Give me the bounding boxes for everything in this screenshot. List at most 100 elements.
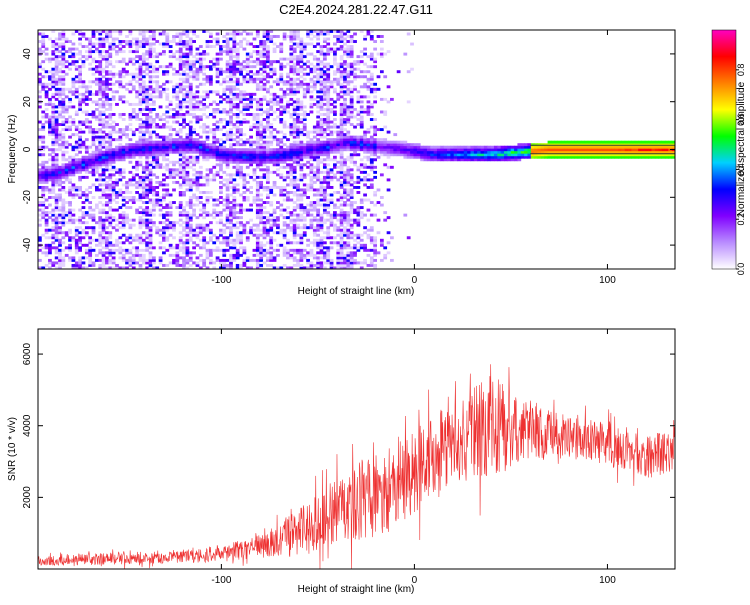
heatmap-cell — [242, 97, 247, 101]
heatmap-cell — [74, 263, 79, 267]
heatmap-cell — [58, 77, 62, 81]
heatmap-cell — [319, 105, 324, 109]
heatmap-cell — [198, 107, 203, 111]
heatmap-cell — [195, 47, 200, 51]
heatmap-cell — [141, 120, 146, 124]
heatmap-cell — [78, 67, 82, 71]
heatmap-cell — [38, 153, 42, 157]
heatmap-cell — [98, 97, 103, 101]
heatmap-cell — [329, 201, 334, 204]
heatmap-cell — [296, 153, 300, 157]
heatmap-cell — [108, 45, 113, 49]
heatmap-cell — [192, 155, 196, 159]
heatmap-cell — [172, 201, 176, 204]
heatmap-cell — [125, 35, 129, 38]
heatmap-cell — [185, 143, 190, 147]
heatmap-cell — [235, 67, 240, 71]
heatmap-cell — [182, 77, 186, 81]
heatmap-cell — [322, 191, 327, 194]
heatmap-cell — [105, 256, 109, 260]
heatmap-cell — [296, 140, 300, 144]
heatmap-cell — [262, 226, 267, 230]
heatmap-cell — [219, 128, 223, 132]
heatmap-cell — [242, 102, 247, 106]
heatmap-cell — [289, 92, 294, 96]
heatmap-cell — [58, 148, 62, 152]
heatmap-cell — [148, 178, 153, 182]
heatmap-cell — [58, 133, 62, 137]
heatmap-cell — [125, 248, 129, 252]
heatmap-cell — [316, 153, 321, 157]
heatmap-cell — [269, 37, 274, 41]
heatmap-cell — [108, 208, 113, 212]
heatmap-cell — [312, 85, 317, 89]
heatmap-cell — [141, 40, 146, 43]
heatmap-cell — [74, 67, 79, 71]
heatmap-cell — [242, 92, 247, 96]
heatmap-cell — [289, 253, 294, 257]
heatmap-cell — [98, 128, 103, 132]
heatmap-cell — [322, 170, 327, 174]
heatmap-cell — [306, 82, 310, 86]
heatmap-cell — [121, 233, 126, 237]
heatmap-cell — [54, 203, 59, 207]
heatmap-cell — [182, 148, 186, 152]
heatmap-cell — [121, 256, 126, 260]
heatmap-cell — [115, 238, 119, 242]
heatmap-cell — [78, 170, 82, 174]
heatmap-cell — [282, 148, 287, 152]
heatmap-cell — [182, 105, 186, 109]
heatmap-cell — [262, 42, 267, 46]
heatmap-cell — [249, 128, 253, 132]
heatmap-cell — [101, 173, 106, 177]
heatmap-cell — [265, 180, 270, 184]
heatmap-cell — [54, 208, 59, 212]
heatmap-cell — [229, 90, 233, 94]
heatmap-cell — [155, 75, 160, 79]
heatmap-cell — [141, 256, 146, 260]
heatmap-cell — [138, 258, 143, 262]
heatmap-cell — [128, 226, 133, 230]
heatmap-cell — [302, 223, 307, 227]
heatmap-cell — [306, 85, 310, 89]
heatmap-cell — [195, 138, 200, 142]
heatmap-cell — [269, 201, 274, 204]
heatmap-cell — [343, 102, 347, 106]
heatmap-cell — [346, 143, 351, 147]
heatmap-cell — [84, 150, 89, 154]
heatmap-cell — [306, 238, 310, 242]
heatmap-cell — [292, 140, 297, 144]
heatmap-cell — [343, 110, 347, 114]
heatmap-cell — [219, 155, 223, 159]
heatmap-cell — [64, 65, 69, 69]
heatmap-cell — [108, 188, 113, 192]
heatmap-cell — [212, 248, 217, 252]
heatmap-cell — [155, 165, 160, 169]
heatmap-cell — [88, 37, 93, 41]
heatmap-cell — [282, 105, 287, 109]
heatmap-cell — [309, 251, 314, 255]
heatmap-cell — [259, 145, 264, 149]
heatmap-cell — [172, 87, 176, 91]
heatmap-cell — [101, 30, 106, 33]
heatmap-cell — [88, 160, 93, 164]
heatmap-cell — [38, 173, 42, 177]
heatmap-cell — [265, 75, 270, 79]
heatmap-cell — [88, 256, 93, 260]
heatmap-cell — [245, 258, 250, 262]
heatmap-cell — [71, 236, 76, 240]
heatmap-cell — [71, 263, 76, 267]
heatmap-cell — [333, 42, 337, 46]
heatmap-cell — [115, 37, 119, 41]
heatmap-cell — [58, 231, 62, 235]
heatmap-cell — [202, 102, 207, 106]
heatmap-cell — [105, 35, 109, 38]
heatmap-cell — [101, 125, 106, 129]
heatmap-cell — [54, 163, 59, 167]
heatmap-cell — [121, 128, 126, 132]
heatmap-cell — [105, 148, 109, 152]
heatmap-cell — [326, 110, 331, 114]
heatmap-cell — [51, 213, 56, 217]
heatmap-cell — [94, 170, 99, 174]
heatmap-cell — [138, 175, 143, 179]
